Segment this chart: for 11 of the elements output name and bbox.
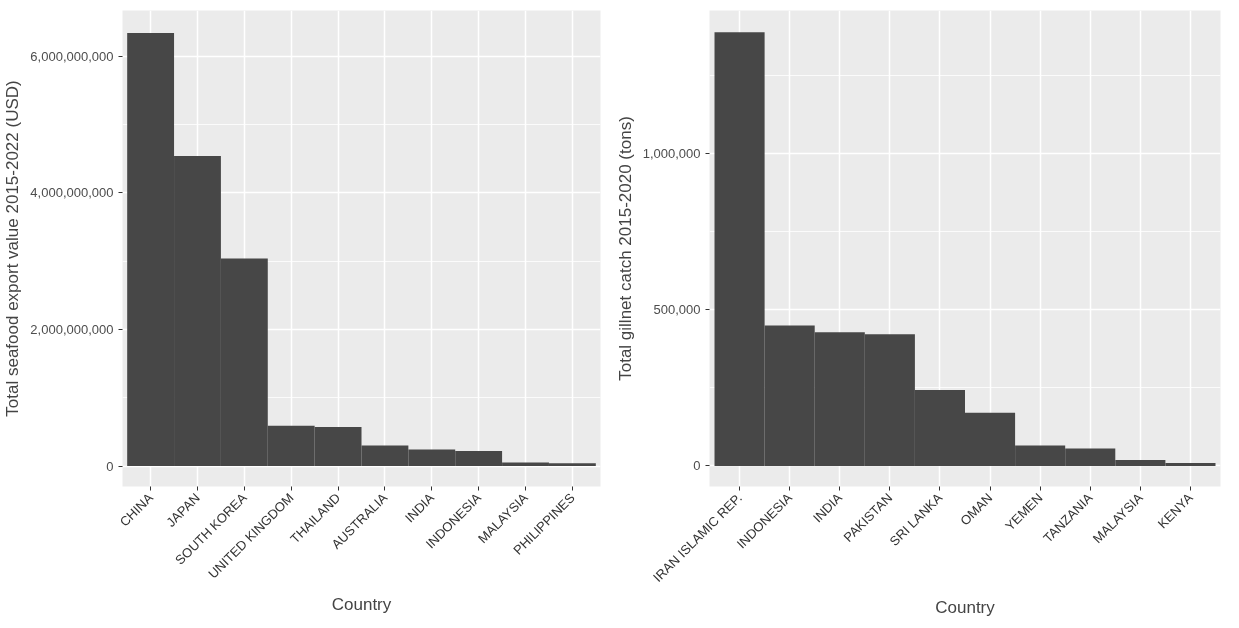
y-tick-label: 0 bbox=[106, 458, 114, 474]
x-axis-title: Country bbox=[331, 594, 392, 614]
y-axis-title: Total seafood export value 2015-2022 (USD) bbox=[3, 80, 23, 417]
y-tick-label: 6,000,000,000 bbox=[30, 48, 114, 64]
y-tick-label: 2,000,000,000 bbox=[30, 321, 114, 337]
y-tick-label: 0 bbox=[693, 458, 701, 474]
y-axis-title: Total gillnet catch 2015-2020 (tons) bbox=[615, 116, 635, 381]
y-tick-label: 500,000 bbox=[653, 302, 701, 318]
y-tick-label: 4,000,000,000 bbox=[30, 185, 114, 201]
x-axis-title: Country bbox=[935, 598, 996, 618]
y-tick-label: 1,000,000 bbox=[642, 146, 701, 162]
